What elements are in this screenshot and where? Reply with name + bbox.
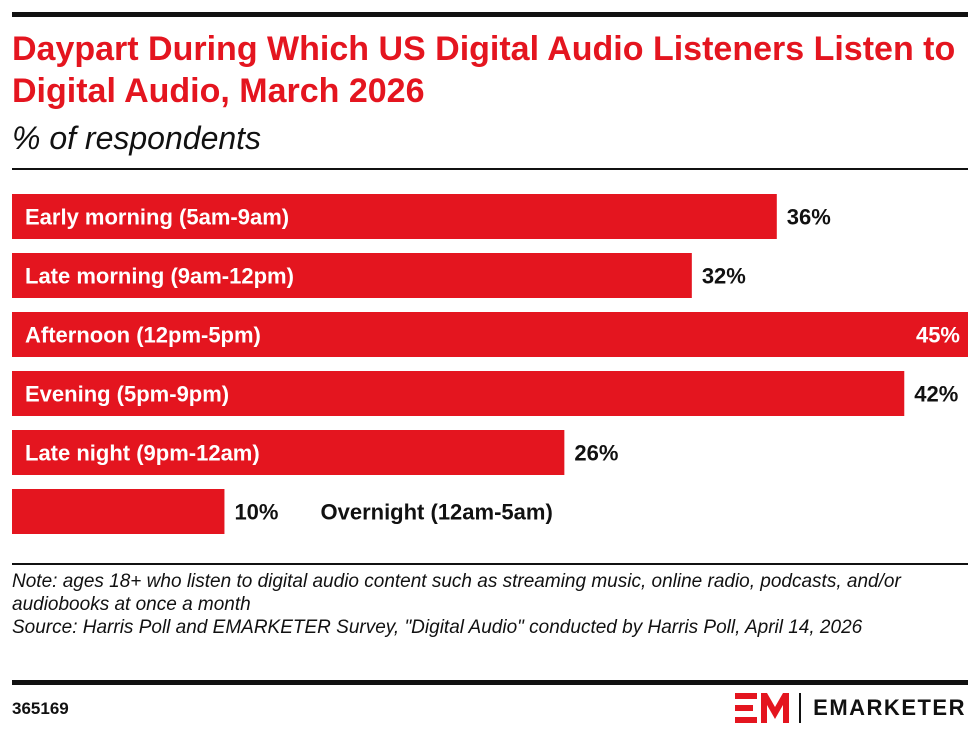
chart-footnote: Note: ages 18+ who listen to digital aud… [12,570,962,639]
bar-value-label: 45% [916,323,960,348]
bar-value-label: 32% [702,264,746,289]
emarketer-logo: EMARKETER [735,690,966,726]
note-rule [12,563,968,565]
bar-category-label: Afternoon (12pm-5pm) [25,323,261,348]
bar-value-label: 42% [914,382,958,407]
bar-chart: Early morning (5am-9am) 36% Late morning (… [12,194,968,534]
note-text: Note: ages 18+ who listen to digital aud… [12,571,901,615]
bar [12,371,905,416]
bar-category-label: Late night (9pm-12am) [25,441,260,466]
bar [12,312,968,357]
bar-value-label: 26% [574,441,618,466]
bar-category-label: Overnight (12am-5am) [320,500,552,525]
bottom-rule [12,680,968,685]
header-rule [12,168,968,170]
bar [12,194,777,239]
logo-divider [799,693,802,723]
bar-value-label: 10% [234,500,278,525]
chart-title: Daypart During Which US Digital Audio Li… [12,30,956,110]
bar-category-label: Late morning (9am-12pm) [25,264,294,289]
bar [12,253,692,298]
bar [12,430,565,475]
em-logo-icon [735,693,790,723]
chart-subtitle: % of respondents [12,120,262,156]
top-rule [12,12,968,17]
bar-value-label: 36% [787,205,831,230]
chart-id: 365169 [12,699,69,718]
brand-name: EMARKETER [813,695,966,720]
bar [12,489,225,534]
bar-category-label: Evening (5pm-9pm) [25,382,229,407]
bar-category-label: Early morning (5am-9am) [25,205,289,230]
source-text: Source: Harris Poll and EMARKETER Survey… [12,617,863,638]
